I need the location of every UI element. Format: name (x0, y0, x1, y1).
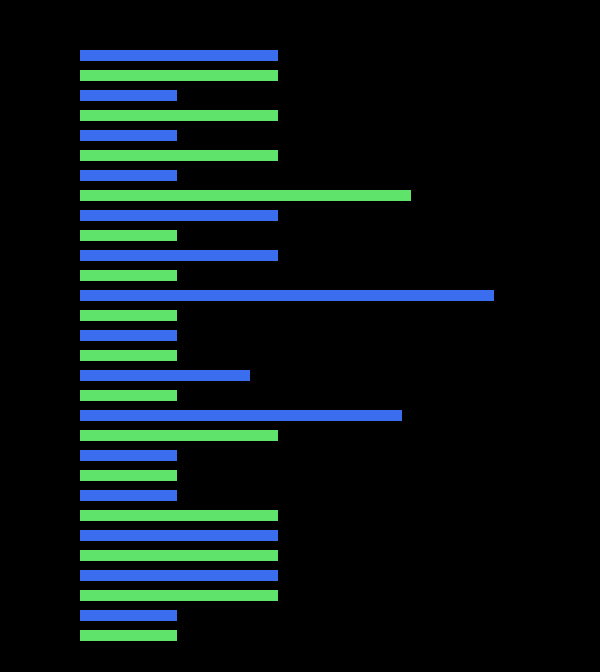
bar-23 (80, 510, 278, 521)
bar-6 (80, 170, 177, 181)
bar-chart (80, 50, 540, 632)
bar-13 (80, 310, 177, 321)
bar-28 (80, 610, 177, 621)
bar-25 (80, 550, 278, 561)
bar-19 (80, 430, 278, 441)
bar-24 (80, 530, 278, 541)
bar-5 (80, 150, 278, 161)
bar-21 (80, 470, 177, 481)
bar-27 (80, 590, 278, 601)
bar-4 (80, 130, 177, 141)
bar-17 (80, 390, 177, 401)
bar-10 (80, 250, 278, 261)
bar-8 (80, 210, 278, 221)
bar-16 (80, 370, 250, 381)
bar-20 (80, 450, 177, 461)
bar-14 (80, 330, 177, 341)
bar-11 (80, 270, 177, 281)
bar-2 (80, 90, 177, 101)
bar-18 (80, 410, 402, 421)
bar-7 (80, 190, 411, 201)
bar-3 (80, 110, 278, 121)
bar-29 (80, 630, 177, 641)
bar-15 (80, 350, 177, 361)
bar-9 (80, 230, 177, 241)
bar-1 (80, 70, 278, 81)
bar-22 (80, 490, 177, 501)
bar-26 (80, 570, 278, 581)
bar-0 (80, 50, 278, 61)
bar-12 (80, 290, 494, 301)
